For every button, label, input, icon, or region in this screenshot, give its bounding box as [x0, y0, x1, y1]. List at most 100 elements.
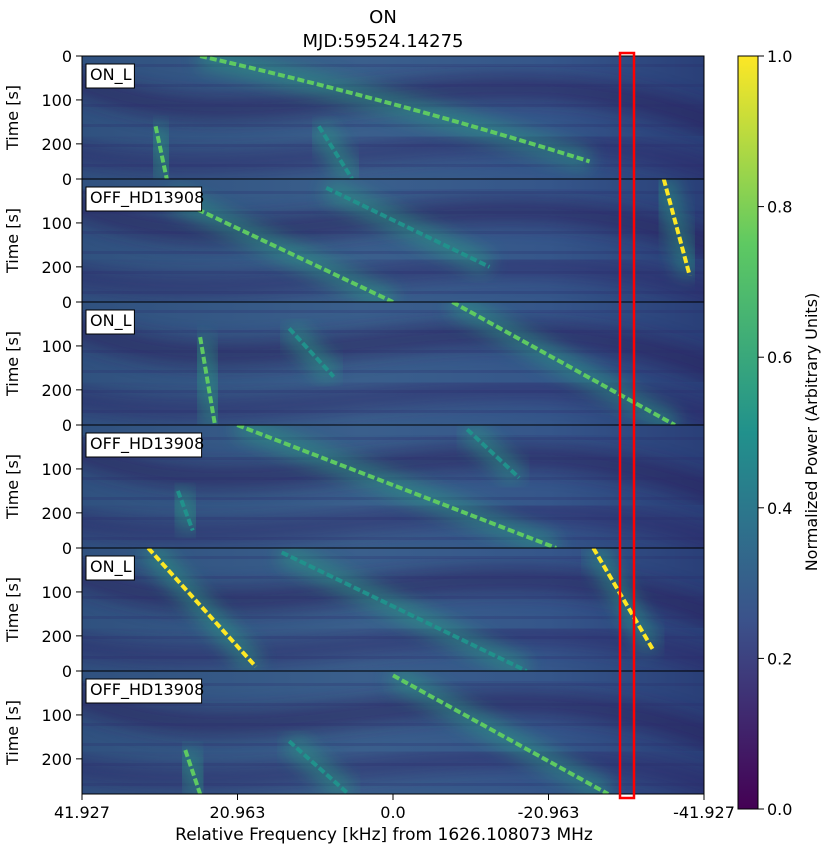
signal-track: [465, 427, 521, 480]
signal-track: [198, 336, 217, 425]
time-streak: [82, 410, 704, 413]
signal-track: [392, 673, 610, 794]
chart-title: ON: [369, 7, 397, 28]
colorbar-tick-label: 0.4: [767, 499, 792, 518]
time-streak: [82, 723, 704, 726]
y-tick-label: 200: [41, 627, 72, 646]
x-tick-label: 0.0: [380, 803, 405, 822]
time-streak: [82, 390, 704, 393]
signal-track: [146, 548, 258, 668]
time-streak: [82, 636, 704, 639]
y-tick-label: 200: [41, 135, 72, 154]
y-tick-label: 100: [41, 91, 72, 110]
panel-2: [82, 179, 704, 302]
y-tick-label: 100: [41, 460, 72, 479]
signal-track: [236, 425, 557, 548]
y-axis-label: Time [s]: [3, 208, 22, 274]
y-tick-label: 0: [62, 293, 72, 312]
y-tick-label: 0: [62, 539, 72, 558]
time-streak: [82, 656, 704, 659]
time-streak: [82, 763, 704, 766]
highlight-box: [618, 51, 636, 800]
y-tick-label: 0: [62, 47, 72, 66]
colorbar-tick-label: 1.0: [767, 47, 792, 66]
x-tick-label: -41.927: [673, 803, 735, 822]
signal-track: [280, 550, 528, 671]
time-streak: [82, 350, 704, 353]
background-band: [82, 501, 704, 548]
signal-track: [169, 194, 394, 302]
y-tick-label: 100: [41, 337, 72, 356]
signal-track: [199, 56, 591, 164]
colorbar-tick-label: 0.6: [767, 348, 792, 367]
panel-label-box: [85, 186, 203, 212]
y-tick-label: 200: [41, 381, 72, 400]
y-axis-label: Time [s]: [3, 85, 22, 151]
signal-track: [451, 302, 676, 425]
signal-track: [287, 739, 350, 794]
time-streak: [82, 191, 704, 194]
signal-track: [287, 327, 336, 379]
panel-3: [82, 302, 704, 425]
signal-track: [317, 125, 354, 179]
y-tick-label: 0: [62, 662, 72, 681]
signal-track: [325, 185, 491, 269]
background-band: [82, 685, 704, 748]
signal-track: [176, 490, 195, 532]
y-tick-label: 200: [41, 504, 72, 523]
panel-label: OFF_HD13908: [90, 188, 204, 208]
panel-borders: ON_L OFF_HD13908 ON_L OFF_HD13908 ON_L OFF_HD…: [81, 55, 705, 795]
time-streak: [82, 703, 704, 706]
panel-label: OFF_HD13908: [90, 680, 204, 700]
y-tick-label: 100: [41, 214, 72, 233]
signal-track: [153, 125, 169, 179]
y-axes: 0 100 200 Time [s] 0 100 200 Time [s] 0 100 200 Tim…: [3, 47, 82, 769]
y-tick-label: 200: [41, 258, 72, 277]
panel-1: [82, 56, 704, 179]
signal-track: [661, 179, 692, 277]
time-streak: [82, 517, 704, 520]
panel-label: ON_L: [90, 557, 132, 577]
y-tick-label: 100: [41, 583, 72, 602]
x-axis: 41.927 20.963 0.0 -20.963 -41.927: [54, 794, 735, 822]
colorbar-tick-label: 0.0: [767, 800, 792, 819]
time-streak: [82, 64, 704, 67]
panel-label-box: [85, 678, 203, 704]
colorbar-gradient: [737, 55, 759, 810]
colorbar-tick-label: 0.2: [767, 649, 792, 668]
time-streak: [82, 537, 704, 540]
y-axis-label: Time [s]: [3, 331, 22, 397]
panel-label: ON_L: [90, 65, 132, 85]
colorbar: 0.0 0.2 0.4 0.6 0.8 1.0: [737, 47, 792, 819]
x-tick-label: 20.963: [210, 803, 266, 822]
panel-label: ON_L: [90, 311, 132, 331]
time-streak: [82, 783, 704, 786]
background-band: [82, 316, 704, 379]
background-band: [82, 747, 704, 794]
time-streak: [82, 497, 704, 500]
panel-label-box: [85, 432, 203, 458]
background-band: [82, 624, 704, 671]
panel-5: [82, 548, 704, 671]
x-axis-label: Relative Frequency [kHz] from 1626.10807…: [175, 825, 593, 845]
chart-subtitle: MJD:59524.14275: [302, 31, 463, 52]
y-tick-label: 0: [62, 416, 72, 435]
panel-label: OFF_HD13908: [90, 434, 204, 454]
y-tick-label: 100: [41, 706, 72, 725]
time-streak: [82, 370, 704, 373]
time-streak: [82, 457, 704, 460]
colorbar-label: Normalized Power (Arbitrary Units): [802, 293, 821, 572]
time-streak: [82, 576, 704, 579]
y-tick-label: 0: [62, 170, 72, 189]
time-streak: [82, 437, 704, 440]
signal-track: [183, 749, 203, 794]
y-axis-label: Time [s]: [3, 577, 22, 643]
signal-glow: [583, 548, 663, 655]
time-streak: [82, 251, 704, 254]
panel-label-box: [85, 63, 135, 89]
time-streak: [82, 84, 704, 87]
x-tick-label: 41.927: [54, 803, 110, 822]
time-streak: [82, 310, 704, 313]
time-streak: [82, 124, 704, 127]
